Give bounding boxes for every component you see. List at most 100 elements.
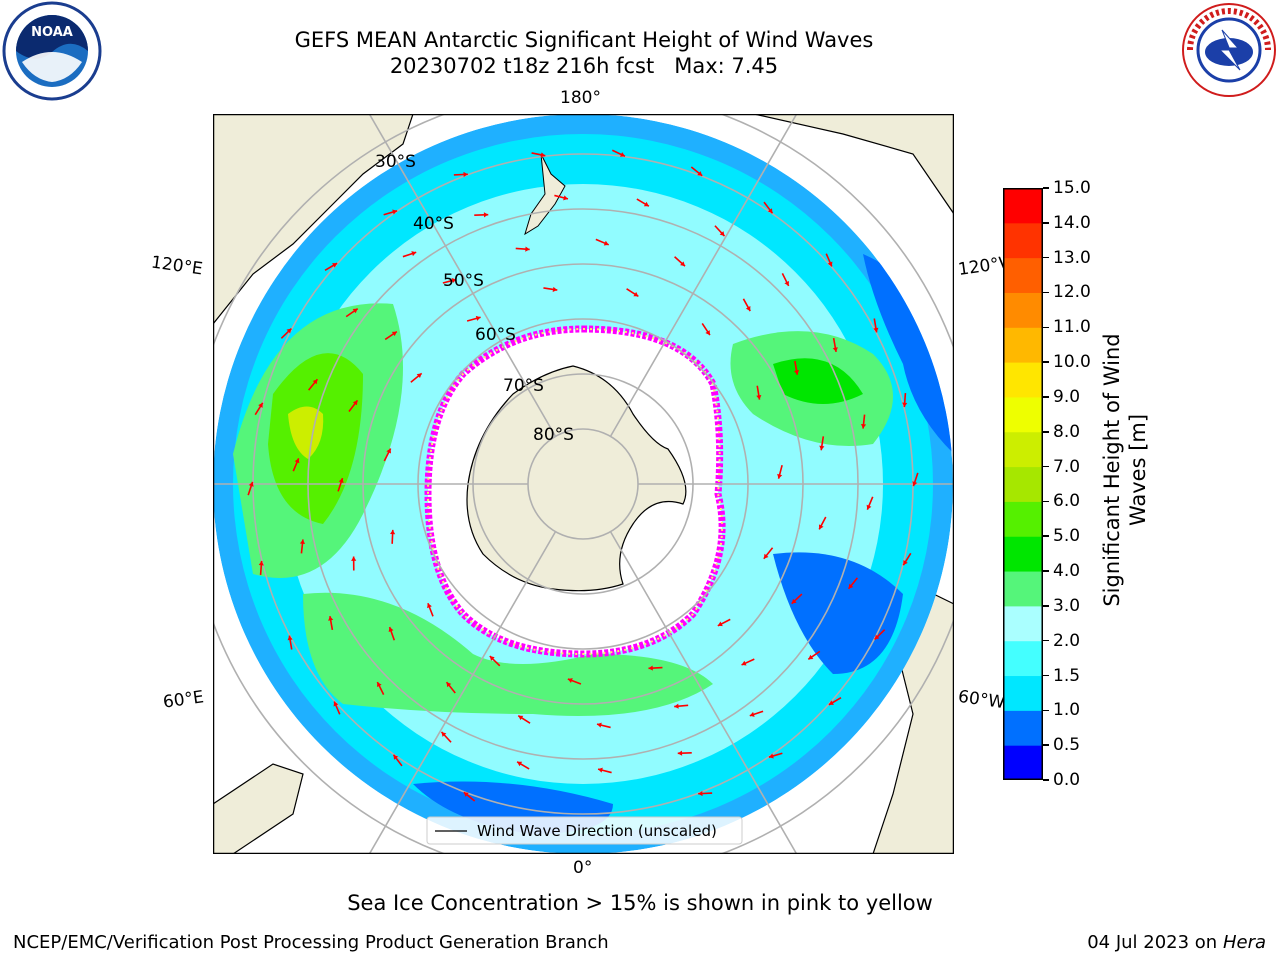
wind-wave-arrow — [866, 496, 874, 510]
wind-wave-arrow — [466, 315, 481, 322]
wind-wave-arrow — [701, 322, 711, 336]
colorbar-tick-label: 6.0 — [1053, 491, 1081, 512]
colorbar-tick-label: 14.0 — [1053, 212, 1091, 233]
lat-label-40s: 40°S — [413, 214, 454, 234]
colorbar-title: Significant Height of Wind Waves [m] — [1100, 300, 1150, 640]
noaa-logo-text: NOAA — [31, 25, 73, 40]
wind-wave-arrow — [247, 481, 254, 496]
lon-label-60e: 60°E — [161, 687, 206, 713]
colorbar-tick-mark — [1043, 709, 1049, 712]
colorbar-tick-label: 1.0 — [1053, 700, 1081, 721]
wind-wave-arrow — [280, 327, 292, 339]
sea-ice-note: Sea Ice Concentration > 15% is shown in … — [347, 891, 933, 915]
wind-wave-arrow — [677, 750, 692, 756]
page-subtitle: 20230702 t18z 216h fcst Max: 7.45 — [389, 54, 779, 78]
colorbar-segment — [1003, 466, 1043, 502]
colorbar-tick-mark — [1043, 535, 1049, 537]
wind-wave-arrow — [307, 378, 319, 391]
colorbar-title-line2: Waves [m] — [1126, 413, 1150, 527]
meridian-line — [368, 531, 557, 854]
wind-wave-arrow — [383, 209, 398, 216]
colorbar-tick-mark — [1043, 222, 1049, 224]
colorbar-tick-mark — [1043, 326, 1049, 329]
wind-wave-arrow — [781, 273, 790, 287]
lat-label-50s: 50°S — [443, 271, 484, 291]
colorbar-segment — [1003, 292, 1043, 328]
colorbar-segment — [1003, 362, 1043, 398]
wind-wave-arrow — [345, 308, 359, 318]
colorbar-tick-label: 0.5 — [1053, 735, 1081, 756]
wind-wave-arrow — [383, 448, 392, 462]
colorbar-segment — [1003, 640, 1043, 677]
wind-wave-arrow — [474, 212, 489, 218]
wind-wave-arrow — [388, 626, 396, 641]
colorbar-segment — [1003, 501, 1043, 537]
wind-wave-arrow — [777, 464, 783, 479]
wind-wave-arrow — [384, 330, 398, 341]
wind-wave-arrow — [292, 458, 300, 472]
colorbar-tick-label: 8.0 — [1053, 421, 1081, 442]
date-stamp: 04 Jul 2023 on Hera — [1087, 932, 1266, 953]
colorbar-tick-mark — [1043, 605, 1049, 607]
map-legend: Wind Wave Direction (unscaled) — [426, 816, 743, 845]
wind-wave-arrow — [763, 547, 774, 560]
wind-wave-arrow — [337, 477, 344, 492]
wind-wave-arrow — [902, 552, 912, 566]
colorbar-tick-mark — [1043, 361, 1049, 363]
wind-wave-arrow — [698, 790, 713, 797]
wind-wave-arrow — [742, 298, 751, 312]
colorbar-tick-label: 0.0 — [1053, 770, 1081, 790]
wind-wave-arrow — [328, 615, 334, 631]
map-frame: 30°S 40°S 50°S 60°S 70°S 80°S Wind Wave … — [213, 114, 954, 854]
colorbar-segment — [1003, 222, 1043, 259]
wind-wave-arrow — [442, 278, 457, 284]
wind-wave-arrow — [595, 238, 610, 246]
colorbar-tick-label: 3.0 — [1053, 595, 1081, 616]
noaa-logo: NOAA — [0, 0, 104, 102]
lon-label-120e: 120°E — [149, 252, 204, 280]
colorbar-segment — [1003, 710, 1043, 746]
wind-wave-arrow — [674, 703, 689, 709]
wind-wave-arrow — [554, 194, 569, 201]
colorbar-tick-label: 5.0 — [1053, 526, 1081, 547]
wind-wave-arrow — [768, 752, 783, 759]
wind-wave-arrow — [828, 696, 842, 706]
wind-wave-arrow — [410, 372, 423, 383]
credit-text: NCEP/EMC/Verification Post Processing Pr… — [13, 932, 609, 953]
colorbar-tick-mark — [1043, 639, 1049, 642]
colorbar-tick-label: 15.0 — [1053, 178, 1091, 198]
wind-wave-arrow — [874, 629, 886, 641]
colorbar-tick-mark — [1043, 291, 1049, 294]
wind-wave-arrow — [860, 414, 867, 429]
colorbar-tick-mark — [1043, 674, 1049, 677]
colorbar-tick-mark — [1043, 187, 1049, 189]
colorbar-tick-label: 2.0 — [1053, 630, 1081, 651]
colorbar-segment — [1003, 745, 1043, 780]
wind-wave-arrow — [763, 201, 774, 214]
colorbar-segment — [1003, 327, 1043, 363]
colorbar — [1003, 188, 1043, 780]
colorbar-segment — [1003, 675, 1043, 711]
wind-wave-arrow — [690, 166, 703, 177]
colorbar-tick-label: 4.0 — [1053, 561, 1081, 582]
lat-label-80s: 80°S — [533, 425, 574, 445]
wind-wave-arrow — [832, 337, 838, 353]
wind-wave-arrow — [794, 360, 800, 375]
wind-wave-arrow — [287, 635, 293, 650]
wind-wave-arrow — [756, 385, 762, 400]
colorbar-tick-label: 1.5 — [1053, 665, 1081, 686]
wind-wave-arrow — [648, 665, 663, 671]
wave-zone-atlantic — [303, 592, 713, 716]
date-text: 04 Jul 2023 on — [1087, 932, 1223, 953]
wind-wave-arrow — [376, 681, 385, 695]
wind-wave-arrow — [324, 262, 338, 272]
wind-wave-arrow — [390, 529, 396, 544]
wind-wave-arrow — [517, 715, 531, 724]
wind-wave-arrow — [333, 701, 341, 715]
colorbar-tick-mark — [1043, 570, 1049, 572]
wind-wave-arrow — [873, 318, 879, 333]
host-text: Hera — [1222, 932, 1266, 953]
colorbar-tick-label: 11.0 — [1053, 317, 1091, 338]
wind-wave-arrow — [714, 225, 726, 237]
colorbar-tick-mark — [1043, 431, 1049, 433]
